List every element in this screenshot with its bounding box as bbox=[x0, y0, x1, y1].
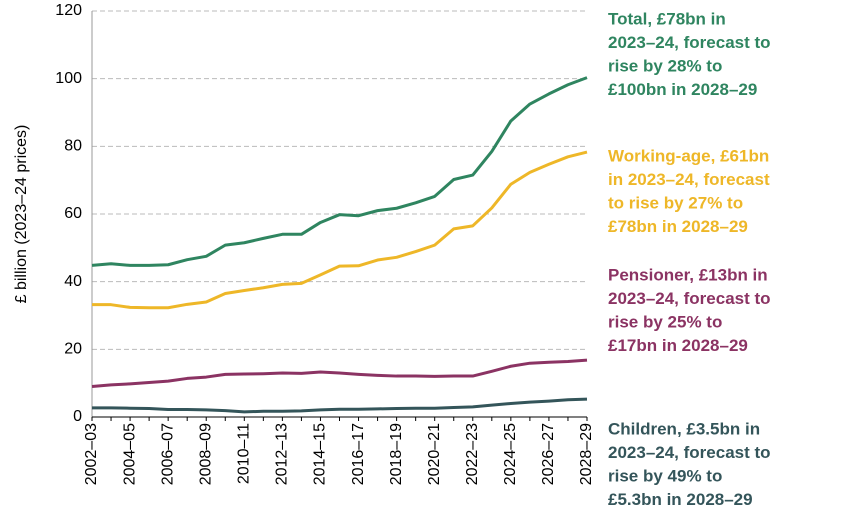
series-annotation: Total, £78bn in bbox=[608, 9, 726, 28]
series-annotation: £17bn in 2028–29 bbox=[608, 336, 748, 355]
y-tick-label: 0 bbox=[73, 408, 82, 425]
y-tick-label: 60 bbox=[64, 205, 82, 222]
x-tick-label: 2028–29 bbox=[578, 423, 595, 485]
y-tick-label: 120 bbox=[55, 2, 82, 19]
series-annotation: in 2023–24, forecast bbox=[608, 170, 770, 189]
x-tick-label: 2018–19 bbox=[388, 423, 405, 485]
series-annotation: 2023–24, forecast to bbox=[608, 289, 771, 308]
series-annotation: £78bn in 2028–29 bbox=[608, 217, 748, 236]
x-tick-label: 2004–05 bbox=[121, 423, 138, 485]
y-axis-label: £ billion (2023–24 prices) bbox=[13, 125, 30, 304]
series-annotation: rise by 28% to bbox=[608, 56, 722, 75]
x-tick-label: 2022–23 bbox=[464, 423, 481, 485]
series-annotation: 2023–24, forecast to bbox=[608, 33, 771, 52]
series-line bbox=[91, 76, 588, 267]
series-annotation: Children, £3.5bn in bbox=[608, 419, 760, 438]
series-annotation: rise by 25% to bbox=[608, 312, 722, 331]
x-tick-label: 2016–17 bbox=[350, 423, 367, 485]
x-tick-label: 2006–07 bbox=[159, 423, 176, 485]
series-annotation: Pensioner, £13bn in bbox=[608, 265, 768, 284]
series-annotation: 2023–24, forecast to bbox=[608, 443, 771, 462]
series-annotation: rise by 49% to bbox=[608, 466, 722, 485]
x-tick-label: 2020–21 bbox=[426, 423, 443, 485]
series-annotation: £100bn in 2028–29 bbox=[608, 80, 757, 99]
x-tick-label: 2002–03 bbox=[83, 423, 100, 485]
y-tick-label: 80 bbox=[64, 138, 82, 155]
series-annotation: to rise by 27% to bbox=[608, 193, 743, 212]
x-tick-label: 2012–13 bbox=[274, 423, 291, 485]
series-annotation: Working-age, £61bn bbox=[608, 146, 769, 165]
y-tick-label: 20 bbox=[64, 341, 82, 358]
x-tick-label: 2026–27 bbox=[540, 423, 557, 485]
x-tick-label: 2014–15 bbox=[312, 423, 329, 485]
y-tick-label: 40 bbox=[64, 273, 82, 290]
series-line bbox=[91, 358, 588, 389]
x-tick-label: 2008–09 bbox=[197, 423, 214, 485]
x-tick-label: 2010–11 bbox=[236, 423, 253, 484]
series-line bbox=[92, 397, 588, 414]
x-tick-label: 2024–25 bbox=[502, 423, 519, 485]
series-annotation: £5.3bn in 2028–29 bbox=[608, 490, 753, 509]
series-line bbox=[92, 150, 588, 310]
y-tick-label: 100 bbox=[55, 70, 82, 87]
